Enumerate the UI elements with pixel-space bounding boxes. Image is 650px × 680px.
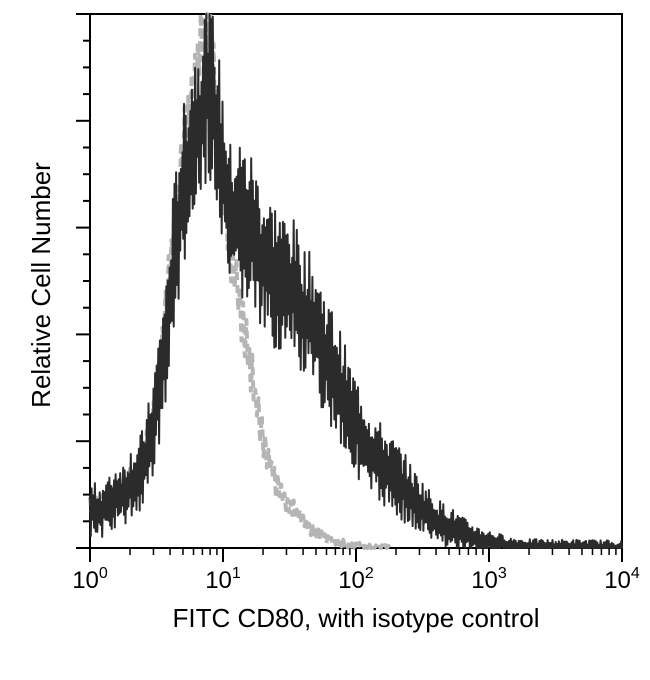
x-tick-label: 103 xyxy=(471,565,507,594)
sample-histogram-line xyxy=(89,13,623,549)
x-tick-label: 101 xyxy=(205,565,241,594)
x-axis-title: FITC CD80, with isotype control xyxy=(172,603,539,633)
x-tick-label: 102 xyxy=(338,565,374,594)
x-tick-label: 100 xyxy=(72,565,108,594)
y-axis-title: Relative Cell Number xyxy=(26,162,56,408)
x-tick-label: 104 xyxy=(604,565,640,594)
